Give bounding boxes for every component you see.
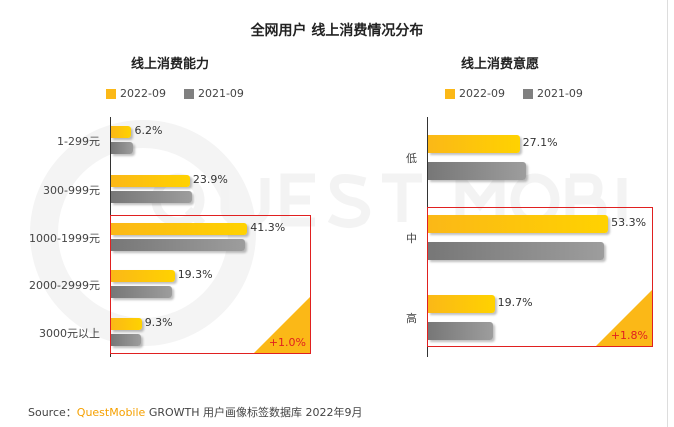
source-line: Source：QuestMobile GROWTH 用户画像标签数据库 2022… [28, 404, 363, 420]
legend-label-2021: 2021-09 [197, 87, 244, 100]
legend-label-2022: 2022-09 [459, 87, 505, 100]
data-label-2022: 9.3% [144, 316, 173, 329]
bar-2021 [111, 334, 141, 346]
bar-2021 [428, 161, 527, 180]
data-label-2022: 6.2% [134, 124, 163, 137]
highlight-delta: +1.0% [268, 336, 306, 349]
data-label-2022: 41.3% [250, 221, 286, 234]
legend-swatch-2022 [445, 88, 455, 99]
category-label: 1-299元 [57, 135, 100, 148]
legend-label-2022: 2022-09 [120, 87, 166, 100]
data-label-2022: 19.3% [177, 268, 213, 281]
source-text: GROWTH 用户画像标签数据库 2022年9月 [148, 406, 363, 419]
bar-2022 [111, 175, 190, 187]
category-label: 3000元以上 [39, 327, 100, 340]
legend-swatch-2021 [522, 88, 533, 99]
bar-2021 [111, 142, 134, 154]
bar-2022 [428, 214, 609, 233]
highlight-triangle [254, 297, 310, 353]
bar-2021 [428, 241, 605, 260]
source-label: Source： [28, 406, 77, 419]
chart-title: 线上消费能力 [130, 57, 209, 72]
category-label: 2000-2999元 [29, 279, 100, 292]
bar-2022 [111, 126, 132, 138]
bar-2022 [111, 270, 175, 282]
category-label: 高 [406, 312, 417, 325]
highlight-box: +1.8% [427, 207, 653, 347]
data-label-2022: 27.1% [522, 135, 558, 149]
bar-2021 [428, 321, 493, 340]
highlight-box: +1.0% [110, 215, 311, 354]
chart-title: 线上消费意愿 [460, 57, 539, 72]
data-label-2022: 53.3% [611, 215, 647, 229]
legend-swatch-2021 [183, 88, 194, 99]
bar-2021 [111, 286, 173, 298]
source-brand: QuestMobile [76, 406, 146, 419]
bar-2021 [111, 191, 192, 203]
category-label: 中 [406, 232, 417, 245]
bar-2021 [111, 239, 245, 251]
category-label: 1000-1999元 [29, 232, 100, 245]
data-label-2022: 19.7% [497, 295, 533, 309]
highlight-triangle [596, 290, 652, 346]
legend-label-2021: 2021-09 [536, 87, 583, 100]
legend: 2022-09 2021-09 [106, 87, 244, 100]
bar-2022 [428, 294, 495, 313]
data-label-2022: 23.9% [192, 173, 228, 186]
legend-swatch-2022 [106, 88, 116, 99]
bar-2022 [428, 134, 520, 153]
legend: 2022-09 2021-09 [445, 87, 583, 100]
highlight-delta: +1.8% [610, 329, 648, 342]
category-label: 低 [406, 152, 417, 165]
right-border [667, 0, 668, 427]
bar-2022 [111, 223, 248, 235]
bar-2022 [111, 318, 142, 330]
page-title: 全网用户 线上消费情况分布 [250, 23, 424, 39]
category-label: 300-999元 [43, 184, 100, 197]
